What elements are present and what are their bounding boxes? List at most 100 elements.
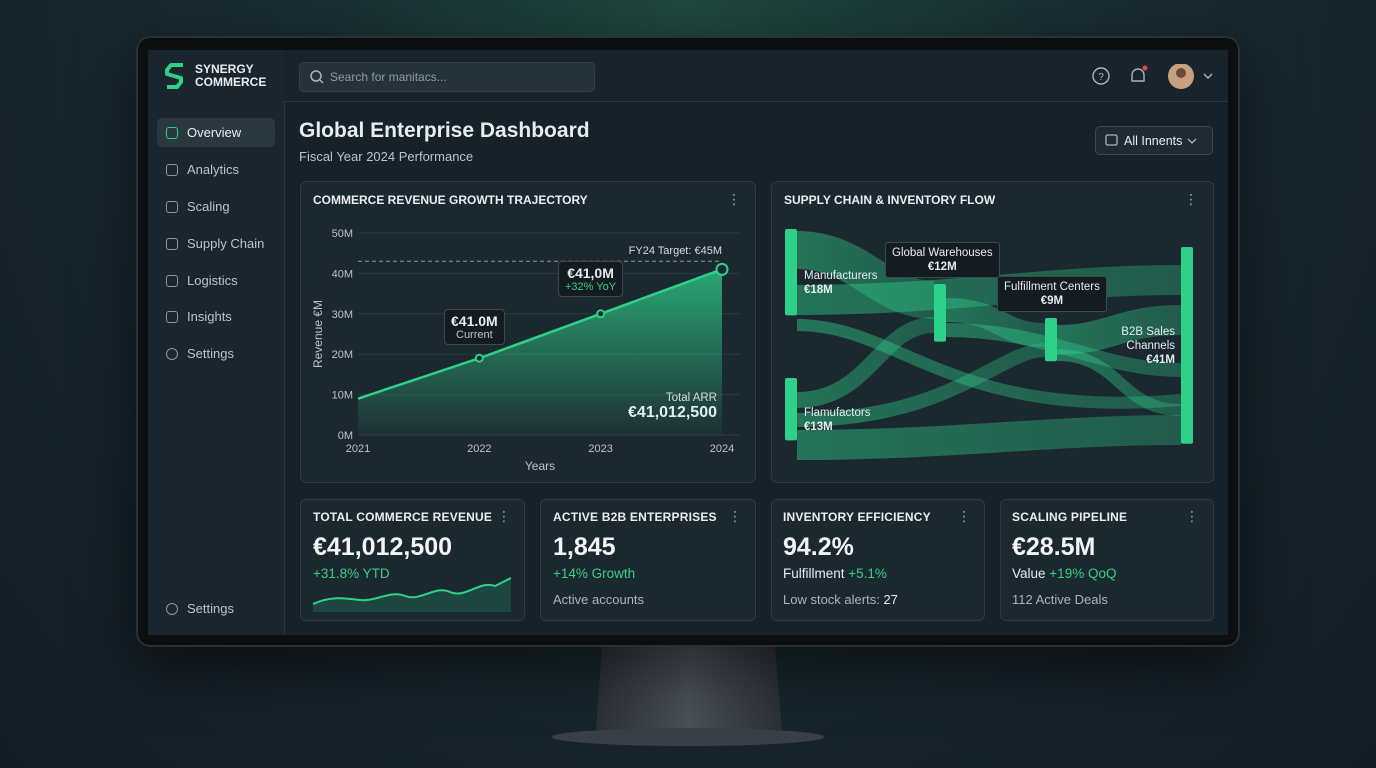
annotation: €41,0M +32% YoY: [558, 261, 624, 297]
menu-dots[interactable]: ⋮: [728, 508, 742, 524]
menu-dots[interactable]: ⋮: [957, 508, 971, 524]
kpi-card: [771, 499, 985, 621]
search-placeholder: Search for manitacs...: [330, 70, 447, 84]
sankey-node: [1181, 247, 1193, 444]
nav-item[interactable]: Settings: [157, 339, 275, 368]
card-title: SUPPLY CHAIN & INVENTORY FLOW: [784, 193, 996, 207]
annotation-text: Current: [456, 329, 493, 341]
annotation: €41.0M Current: [444, 309, 505, 345]
kpi-label: Fulfillment: [783, 566, 845, 581]
nav-item[interactable]: Settings: [157, 594, 275, 623]
node-value: €41M: [1146, 354, 1175, 366]
kpi-card: [300, 499, 525, 621]
node-label: Global Warehouses €12M: [885, 242, 1000, 278]
bell-icon[interactable]: [1131, 68, 1145, 82]
point: [715, 262, 729, 276]
kpi: INVENTORY EFFICIENCY 94.2% Fulfillment +…: [783, 510, 931, 607]
sankey-node: [785, 378, 797, 441]
filter-label: All Innents: [1124, 133, 1183, 148]
brand-line: SYNERGY: [195, 62, 254, 76]
kpi-change: +19% QoQ: [1049, 566, 1117, 581]
kpi-value: 1,845: [553, 533, 616, 561]
kpi-footer: 112 Active Deals: [1012, 592, 1108, 607]
kpi-card: [1000, 499, 1214, 621]
calendar-icon: [1105, 134, 1118, 146]
kpi-title: ACTIVE B2B ENTERPRISES: [553, 510, 717, 524]
target-label: FY24 Target: €45M: [629, 245, 722, 257]
nav-label: Settings: [187, 601, 234, 616]
kpi-value: €28.5M: [1012, 533, 1096, 561]
top-icons: ?: [1092, 64, 1213, 89]
nav-item[interactable]: Overview: [157, 118, 275, 147]
y-tick-label: 10M: [332, 390, 353, 402]
node-value: €12M: [927, 261, 957, 273]
node-name: Global Warehouses: [892, 247, 993, 259]
nav-item[interactable]: Logistics: [157, 266, 275, 295]
x-axis-label: Years: [525, 459, 555, 473]
nav-item[interactable]: Insights: [157, 302, 275, 331]
nav-label: Scaling: [187, 199, 230, 214]
kpi-label: Value: [1012, 566, 1046, 581]
annotation-text: €41,012,500: [628, 404, 717, 421]
node-value: €18M: [804, 284, 833, 296]
kpi-title: TOTAL COMMERCE REVENUE: [313, 510, 493, 524]
x-tick-label: 2024: [710, 443, 734, 455]
kpi-change: +5.1%: [848, 566, 887, 581]
node-name: Manufacturers: [804, 270, 878, 282]
y-tick-label: 40M: [332, 268, 353, 280]
point: [596, 309, 606, 319]
node-value: €13M: [804, 421, 833, 433]
node-label: Flamufactors €13M: [804, 406, 870, 434]
y-tick-label: 50M: [332, 228, 353, 240]
search-box[interactable]: Search for manitacs...: [299, 62, 595, 92]
point: [474, 353, 484, 363]
y-tick-label: 20M: [332, 349, 353, 361]
sankey-node: [934, 284, 946, 342]
menu-dots[interactable]: ⋮: [1184, 191, 1198, 207]
y-tick-label: 0M: [338, 430, 353, 442]
x-tick-label: 2022: [467, 443, 491, 455]
menu-dots[interactable]: ⋮: [497, 508, 511, 524]
kpi: ACTIVE B2B ENTERPRISES 1,845 +14% Growth…: [553, 510, 717, 607]
brand: SYNERGY COMMERCE: [195, 63, 266, 89]
svg-text:?: ?: [1098, 72, 1104, 83]
nav-label: Logistics: [187, 273, 238, 288]
annotation-title: Total ARR: [665, 392, 717, 404]
node-name: Flamufactors: [804, 407, 871, 419]
kpi-value: €41,012,500: [313, 533, 453, 561]
kpi-title: SCALING PIPELINE: [1012, 510, 1128, 524]
page-subtitle: Fiscal Year 2024 Performance: [299, 149, 474, 164]
page-title: Global Enterprise Dashboard: [299, 119, 590, 142]
kpi-title: INVENTORY EFFICIENCY: [783, 510, 931, 524]
filter-dropdown[interactable]: All Innents: [1095, 126, 1213, 155]
nav-item[interactable]: Supply Chain: [157, 229, 275, 258]
brand-line: COMMERCE: [195, 75, 267, 89]
nav-label: Insights: [187, 309, 232, 324]
menu-dots[interactable]: ⋮: [1185, 508, 1199, 524]
brand-logo: [165, 63, 183, 89]
annotation-title: €41,0M: [567, 265, 614, 281]
nav-item[interactable]: Scaling: [157, 192, 275, 221]
kpi-change: +14% Growth: [553, 566, 636, 581]
sidebar: [148, 50, 285, 635]
node-label: Fulfillment Centers €9M: [997, 276, 1107, 312]
x-tick-label: 2021: [346, 443, 370, 455]
help-icon[interactable]: [1092, 67, 1110, 85]
kpi-change: +31.8% YTD: [313, 566, 390, 581]
kpi: TOTAL COMMERCE REVENUE €41,012,500 +31.8…: [313, 510, 492, 581]
node-value: €9M: [1040, 295, 1064, 307]
search-icon: [310, 70, 324, 84]
kpi-footer-value: 27: [883, 592, 898, 607]
nav-label: Analytics: [187, 162, 240, 177]
card-title: COMMERCE REVENUE GROWTH TRAJECTORY: [313, 193, 588, 207]
sparkline: [312, 577, 512, 605]
nav-item[interactable]: Analytics: [157, 155, 275, 184]
menu-dots[interactable]: ⋮: [727, 191, 741, 207]
nav-label: Supply Chain: [187, 236, 265, 251]
kpi-footer: Active accounts: [553, 592, 645, 607]
kpi: SCALING PIPELINE €28.5M Value +19% QoQ 1…: [1012, 510, 1127, 607]
y-tick-label: 30M: [332, 309, 353, 321]
